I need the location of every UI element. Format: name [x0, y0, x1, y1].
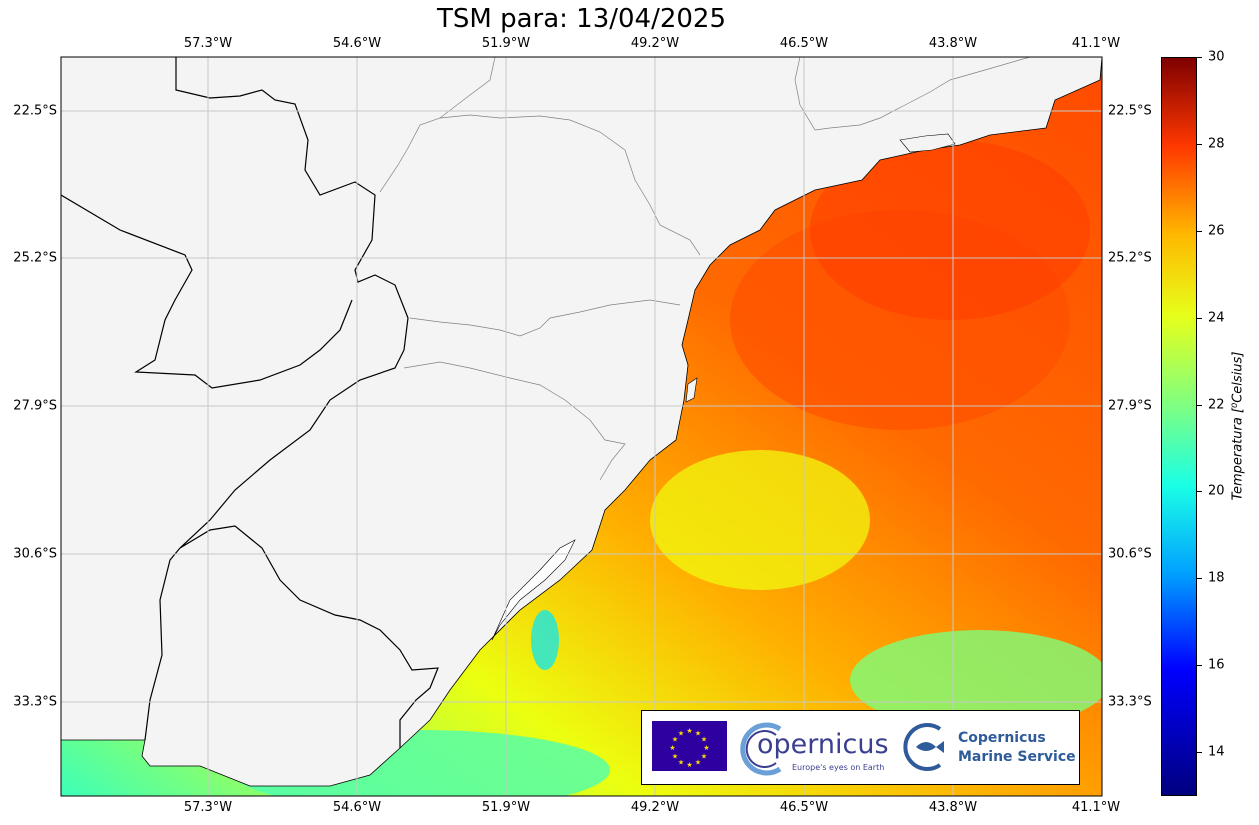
copernicus-tagline: Europe's eyes on Earth: [792, 763, 885, 772]
colorbar-tick-label: 20: [1208, 483, 1225, 499]
svg-text:★: ★: [701, 736, 707, 744]
svg-text:★: ★: [672, 753, 678, 761]
colorbar-tick-mark: [1197, 144, 1202, 145]
colorbar-tick-label: 28: [1208, 136, 1225, 152]
lon-tick-top: 43.8°W: [928, 36, 978, 51]
lon-tick-top: 54.6°W: [332, 36, 382, 51]
svg-text:★: ★: [701, 753, 707, 761]
colorbar-tick-mark: [1197, 665, 1202, 666]
lon-tick-top: 46.5°W: [779, 36, 829, 51]
svg-text:★: ★: [678, 759, 684, 767]
lon-tick-bottom: 51.9°W: [481, 800, 531, 815]
lat-tick-left: 27.9°S: [13, 398, 57, 414]
eu-flag-icon: ★ ★ ★ ★ ★ ★ ★ ★ ★ ★ ★ ★: [652, 721, 727, 771]
logo-box: ★ ★ ★ ★ ★ ★ ★ ★ ★ ★ ★ ★ opernicus Europe's eyes …: [641, 710, 1080, 785]
svg-text:★: ★: [678, 730, 684, 738]
state-borders: [379, 57, 1031, 481]
green-patch: [850, 630, 1102, 730]
lon-tick-bottom: 54.6°W: [332, 800, 382, 815]
lon-tick-top: 49.2°W: [630, 36, 680, 51]
colorbar-tick-mark: [1197, 578, 1202, 579]
lon-tick-bottom: 49.2°W: [630, 800, 680, 815]
lon-tick-top: 57.3°W: [183, 36, 233, 51]
colorbar-tick-mark: [1197, 231, 1202, 232]
colorbar-label: Temperatura [⁰Celsius]: [1230, 351, 1246, 501]
coastal-island: [685, 133, 956, 403]
lat-tick-right: 25.2°S: [1108, 250, 1152, 266]
svg-text:★: ★: [703, 744, 709, 752]
svg-text:★: ★: [686, 727, 692, 735]
lat-tick-right: 33.3°S: [1108, 694, 1152, 710]
svg-text:★: ★: [672, 736, 678, 744]
colorbar-tick-mark: [1197, 491, 1202, 492]
map-title: TSM para: 13/04/2025: [436, 4, 727, 34]
yellow-eddy: [650, 450, 870, 590]
warm-core: [810, 140, 1090, 320]
lat-tick-left: 30.6°S: [13, 546, 57, 562]
lat-tick-right: 30.6°S: [1108, 546, 1152, 562]
colorbar-tick-label: 16: [1208, 657, 1225, 673]
cms-line1: Copernicus: [958, 730, 1046, 746]
marine-service-fish-icon: [903, 723, 944, 771]
cyan-spot: [531, 610, 559, 670]
country-border: [61, 57, 439, 748]
colorbar-tick-mark: [1197, 752, 1202, 753]
svg-text:★: ★: [695, 730, 701, 738]
lat-tick-right: 22.5°S: [1108, 103, 1152, 119]
copernicus-wordmark: opernicus: [757, 729, 889, 760]
lat-tick-left: 22.5°S: [13, 103, 57, 119]
copernicus-c-icon: [740, 722, 782, 776]
colorbar-tick-label: 22: [1208, 397, 1225, 413]
cms-line2: Marine Service: [958, 749, 1076, 765]
lat-tick-left: 33.3°S: [13, 694, 57, 710]
lagoon: [491, 539, 576, 641]
svg-text:★: ★: [695, 759, 701, 767]
colorbar: [1161, 57, 1197, 796]
lon-tick-bottom: 46.5°W: [779, 800, 829, 815]
colorbar-tick-label: 30: [1208, 49, 1225, 65]
colorbar-tick-label: 26: [1208, 223, 1225, 239]
colorbar-tick-label: 18: [1208, 570, 1225, 586]
lon-tick-bottom: 41.1°W: [1071, 800, 1121, 815]
marine-service-text: Copernicus Marine Service: [958, 729, 1076, 767]
colorbar-tick-mark: [1197, 405, 1202, 406]
colorbar-tick-label: 14: [1208, 744, 1225, 760]
colorbar-tick-mark: [1197, 57, 1202, 58]
lon-tick-top: 41.1°W: [1071, 36, 1121, 51]
lat-tick-right: 27.9°S: [1108, 398, 1152, 414]
map-frame: [60, 56, 1103, 797]
svg-text:★: ★: [686, 761, 692, 769]
colorbar-tick-mark: [1197, 318, 1202, 319]
lon-tick-bottom: 43.8°W: [928, 800, 978, 815]
colorbar-tick-label: 24: [1208, 310, 1225, 326]
lon-tick-bottom: 57.3°W: [183, 800, 233, 815]
lon-tick-top: 51.9°W: [481, 36, 531, 51]
lat-tick-left: 25.2°S: [13, 250, 57, 266]
svg-text:★: ★: [669, 744, 675, 752]
graticule: [61, 57, 1102, 796]
